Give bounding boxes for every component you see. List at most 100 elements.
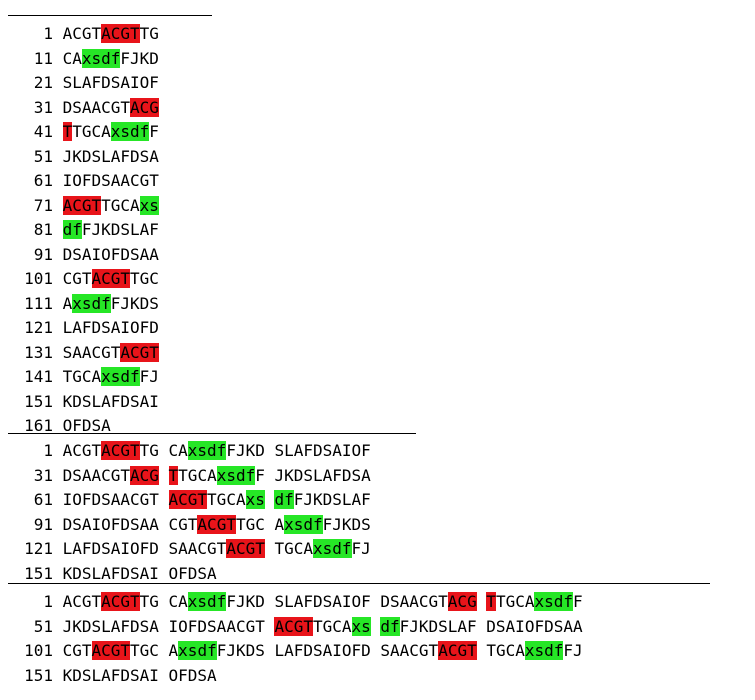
plain-segment: FJKDS [110,293,159,313]
plain-segment: TGCA [312,616,352,636]
sequence-chunk: OFDSA [63,416,111,436]
plain-segment: IOFDSAACGT [62,490,159,509]
sequence-text: ACGTACGTTG CAxsdfFJKD SLAFDSAIOF DSAACGTACG… [63,592,583,612]
sequence-chunk: JKDSLAFDSA [63,147,159,167]
green-highlight: df [380,616,400,636]
plain-segment: A [274,514,285,534]
plain-segment: FJKD [226,441,265,460]
sequence-chunk: CGTACGTTGC [168,514,265,535]
sequence-chunk: TGCAxsdfFJ [486,641,583,661]
position-number: 21 [33,73,53,92]
sequence-text: CGTACGTTGC [63,269,159,289]
plain-segment: SAACGT [168,539,227,558]
sequence-row: 161 OFDSA [8,416,111,436]
sequence-chunk: SLAFDSAIOF [274,592,370,612]
red-highlight: ACGT [101,24,140,43]
plain-segment: A [168,641,179,660]
plain-segment: LAFDSAIOFD [62,539,159,558]
green-highlight: xsdf [187,441,227,460]
sequence-chunk: JKDSLAFDSA [274,466,370,486]
plain-segment: SLAFDSAIOF [274,441,371,460]
sequence-text: CGTACGTTGC AxsdfFJKDS LAFDSAIOFD SAACGTACGT… [63,641,583,661]
sequence-row: 101 CGTACGTTGC AxsdfFJKDS LAFDSAIOFD SAACGTA… [8,641,583,661]
plain-segment: JKDSLAFDSA [274,465,371,485]
green-highlight: xsdf [216,465,256,485]
sequence-chunk: TTGCAxsdfF [62,122,159,142]
plain-segment: DSAIOFDSAA [62,244,159,264]
sequence-row: 71 ACGTTGCAxs [8,195,159,216]
divider-rule-1 [8,433,416,434]
plain-segment: F [255,465,265,485]
sequence-chunk: dfFJKDSLAF [380,616,477,637]
green-highlight: xsdf [312,539,352,558]
sequence-text: JKDSLAFDSA [63,147,159,167]
sequence-row: 61 IOFDSAACGT [8,171,159,191]
sequence-chunk: SAACGTACGT [169,539,265,559]
sequence-chunk: CAxsdfFJKD [62,48,159,69]
sequence-chunk: JKDSLAFDSA [63,617,159,637]
plain-segment: KDSLAFDSAI [62,563,159,583]
red-highlight: ACGT [120,342,159,362]
sequence-chunk: AxsdfFJKDS [63,293,159,314]
sequence-chunk: DSAIOFDSAA [63,245,159,265]
sequence-chunk: LAFDSAIOFD [63,318,159,338]
position-number: 51 [33,146,53,166]
sequence-row: 51 JKDSLAFDSA IOFDSAACGT ACGTTGCAxs dfFJKDSL… [8,616,583,637]
red-highlight: ACGT [226,539,265,558]
red-highlight: ACG [130,465,159,485]
plain-segment: SAACGT [380,641,439,660]
plain-segment: FJKD [120,48,159,68]
plain-segment: CA [62,48,82,68]
sequence-text: TTGCAxsdfF [62,122,159,142]
red-highlight: ACGT [168,490,208,509]
red-highlight: T [486,592,496,611]
position-number: 61 [33,490,53,509]
plain-segment: TGCA [62,367,102,386]
plain-segment: CGT [168,514,198,534]
green-highlight: xsdf [101,367,140,386]
sequence-chunk: LAFDSAIOFD [274,641,370,661]
plain-segment: TG [139,24,159,43]
sequence-chunk: CGTACGTTGC [63,269,159,289]
red-highlight: ACGT [62,195,102,215]
green-highlight: xsdf [534,592,573,611]
sequence-chunk: OFDSA [169,666,217,686]
plain-segment: SLAFDSAIOF [274,592,371,611]
plain-segment: TG [139,441,159,460]
sequence-row: 1 ACGTACGTTG [8,24,159,44]
position-number: 131 [24,342,53,362]
sequence-text: ACGTTGCAxs [62,195,159,216]
red-highlight: ACG [130,97,159,117]
sequence-chunk: ACGTTGCAxs [62,195,159,216]
position-number: 161 [24,416,53,435]
position-number: 91 [33,514,53,534]
sequence-chunk: ACGTACGTTG [63,441,159,461]
sequence-chunk: TTGCAxsdfF [486,592,583,612]
sequence-row: 31 DSAACGTACG [8,97,159,118]
position-number: 121 [24,539,53,558]
sequence-row: 1 ACGTACGTTG CAxsdfFJKD SLAFDSAIOF DSAACGTAC… [8,592,583,612]
plain-segment: FJKDSLAF [81,220,159,239]
sequence-text: KDSLAFDSAI OFDSA [63,564,217,584]
sequence-chunk: DSAACGTACG [63,465,159,486]
position-number: 1 [43,592,53,611]
sequence-chunk: ACGTACGTTG [63,592,159,612]
plain-segment: TGCA [72,122,111,141]
plain-segment: FJKDS [322,514,371,534]
red-highlight: ACGT [101,592,140,611]
sequence-text: KDSLAFDSAI OFDSA [63,666,217,686]
green-highlight: xsdf [187,592,227,611]
sequence-row: 151 KDSLAFDSAI OFDSA [8,666,217,686]
red-highlight: T [168,465,179,485]
plain-segment: TGCA [101,195,140,215]
position-number: 151 [24,391,53,411]
sequence-chunk: IOFDSAACGT [63,171,159,191]
position-number: 151 [24,665,53,685]
sequence-text: IOFDSAACGT [63,171,159,191]
plain-segment: SLAFDSAIOF [62,73,159,92]
position-number: 141 [24,367,53,386]
sequence-text: dfFJKDSLAF [62,220,159,240]
plain-segment: OFDSA [168,563,217,583]
sequence-text: DSAIOFDSAA CGTACGTTGC AxsdfFJKDS [63,514,371,535]
sequence-chunk: DSAACGTACG [380,592,477,612]
